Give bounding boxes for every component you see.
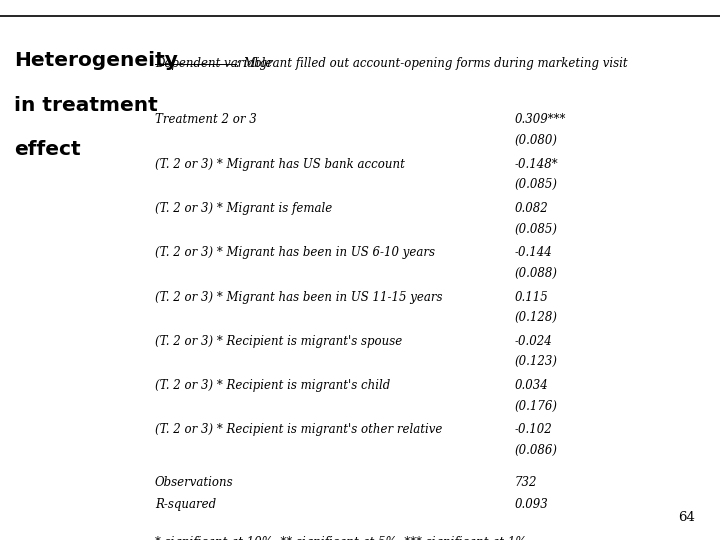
Text: -0.144: -0.144 [515, 246, 552, 259]
Text: 0.082: 0.082 [515, 202, 549, 215]
Text: (0.128): (0.128) [515, 311, 558, 324]
Text: 0.093: 0.093 [515, 498, 549, 511]
Text: R-squared: R-squared [155, 498, 216, 511]
Text: (0.176): (0.176) [515, 400, 558, 413]
Text: (T. 2 or 3) * Migrant has been in US 11-15 years: (T. 2 or 3) * Migrant has been in US 11-… [155, 291, 442, 303]
Text: : Migrant filled out account-opening forms during marketing visit: : Migrant filled out account-opening for… [236, 57, 628, 70]
Text: (0.086): (0.086) [515, 444, 558, 457]
Text: effect: effect [14, 140, 81, 159]
Text: Observations: Observations [155, 476, 233, 489]
Text: (0.080): (0.080) [515, 134, 558, 147]
Text: 0.034: 0.034 [515, 379, 549, 392]
Text: (T. 2 or 3) * Migrant has US bank account: (T. 2 or 3) * Migrant has US bank accoun… [155, 158, 405, 171]
Text: (T. 2 or 3) * Migrant is female: (T. 2 or 3) * Migrant is female [155, 202, 332, 215]
Text: (T. 2 or 3) * Migrant has been in US 6-10 years: (T. 2 or 3) * Migrant has been in US 6-1… [155, 246, 435, 259]
Text: (0.085): (0.085) [515, 222, 558, 235]
Text: -0.024: -0.024 [515, 335, 552, 348]
Text: (0.123): (0.123) [515, 355, 558, 368]
Text: Treatment 2 or 3: Treatment 2 or 3 [155, 113, 256, 126]
Text: (T. 2 or 3) * Recipient is migrant's spouse: (T. 2 or 3) * Recipient is migrant's spo… [155, 335, 402, 348]
Text: (0.088): (0.088) [515, 267, 558, 280]
Text: 64: 64 [678, 511, 695, 524]
Text: -0.102: -0.102 [515, 423, 552, 436]
Text: 732: 732 [515, 476, 537, 489]
Text: in treatment: in treatment [14, 96, 158, 114]
Text: (0.085): (0.085) [515, 178, 558, 191]
Text: (T. 2 or 3) * Recipient is migrant's child: (T. 2 or 3) * Recipient is migrant's chi… [155, 379, 390, 392]
Text: -0.148*: -0.148* [515, 158, 559, 171]
Text: * significant at 10%; ** significant at 5%; *** significant at 1%: * significant at 10%; ** significant at … [155, 536, 526, 540]
Text: 0.115: 0.115 [515, 291, 549, 303]
Text: Dependent variable: Dependent variable [155, 57, 272, 70]
Text: 0.309***: 0.309*** [515, 113, 566, 126]
Text: (T. 2 or 3) * Recipient is migrant's other relative: (T. 2 or 3) * Recipient is migrant's oth… [155, 423, 442, 436]
Text: Heterogeneity: Heterogeneity [14, 51, 179, 70]
